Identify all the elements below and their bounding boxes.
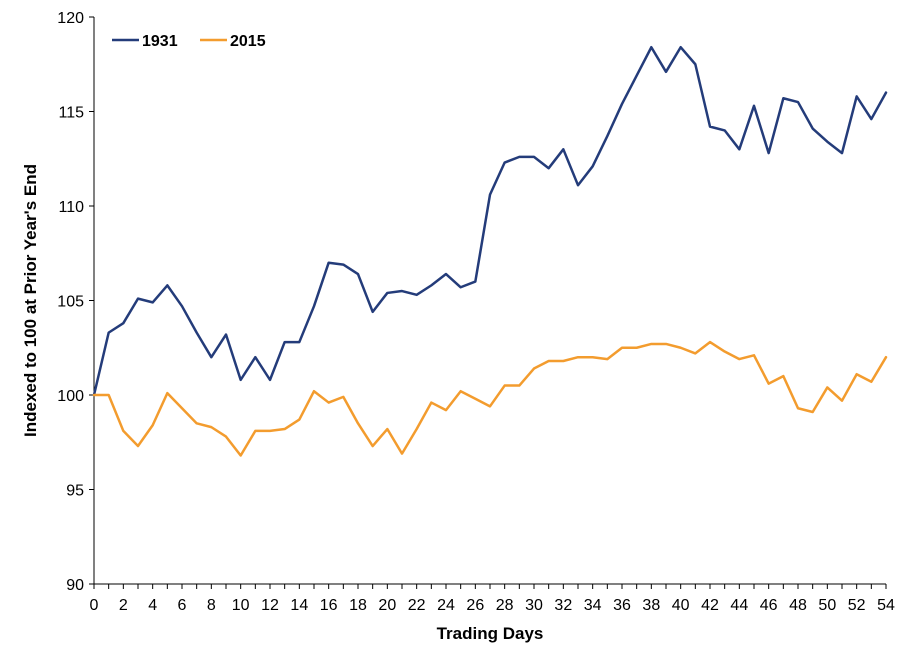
legend: 1931 2015 (112, 33, 266, 50)
y-tick-label: 105 (57, 294, 84, 311)
x-axis-title: Trading Days (437, 624, 544, 643)
x-tick-label: 26 (466, 597, 484, 614)
x-tick-label: 4 (148, 597, 157, 614)
legend-label-2015: 2015 (230, 33, 266, 50)
x-tick-label: 22 (408, 597, 426, 614)
x-tick-label: 52 (848, 597, 866, 614)
x-tick-label: 6 (178, 597, 187, 614)
y-tick-label: 110 (58, 199, 84, 216)
x-tick-label: 48 (789, 597, 807, 614)
x-tick-label: 46 (760, 597, 778, 614)
y-tick-label: 100 (57, 388, 84, 405)
x-tick-label: 54 (877, 597, 895, 614)
x-tick-label: 42 (701, 597, 719, 614)
x-tick-label: 12 (261, 597, 279, 614)
x-tick-label: 16 (320, 597, 338, 614)
x-tick-label: 0 (90, 597, 99, 614)
x-tick-label: 18 (349, 597, 367, 614)
x-tick-label: 8 (207, 597, 216, 614)
x-tick-label: 20 (378, 597, 396, 614)
x-tick-label: 14 (290, 597, 308, 614)
series-layer (92, 45, 888, 457)
series-line-2015 (92, 340, 888, 457)
y-tick-label: 120 (57, 10, 84, 27)
y-tick-label: 90 (66, 577, 84, 594)
x-tick-label: 2 (119, 597, 128, 614)
x-tick-label: 32 (554, 597, 572, 614)
x-tick-label: 50 (818, 597, 836, 614)
x-tick-label: 34 (584, 597, 602, 614)
y-axis-title: Indexed to 100 at Prior Year's End (21, 164, 40, 437)
x-tick-label: 40 (672, 597, 690, 614)
x-tick-label: 44 (730, 597, 748, 614)
x-tick-label: 36 (613, 597, 631, 614)
x-tick-label: 10 (232, 597, 250, 614)
y-tick-label: 95 (66, 483, 84, 500)
x-tick-label: 24 (437, 597, 455, 614)
x-tick-label: 28 (496, 597, 514, 614)
legend-label-1931: 1931 (142, 33, 178, 50)
y-tick-label: 115 (58, 105, 84, 122)
x-tick-label: 38 (642, 597, 660, 614)
series-line-1931 (92, 45, 888, 397)
x-tick-label: 30 (525, 597, 543, 614)
